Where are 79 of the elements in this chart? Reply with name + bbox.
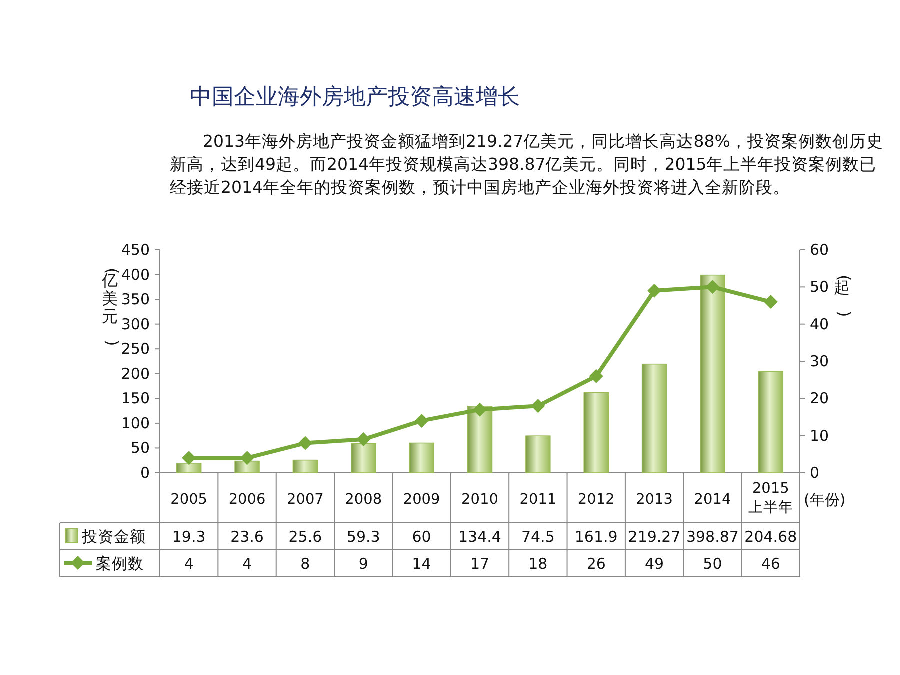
data-label: 46 [761,555,780,573]
x-tick-label: 2014 [694,492,732,508]
x-tick-label: 2010 [462,492,498,508]
point [764,295,778,310]
data-label: 19.3 [172,528,206,546]
bar [758,371,784,474]
y2-tick-label: 60 [810,241,830,259]
data-label: 219.27 [628,528,681,546]
x-tick-label: 2015上半年 [748,481,794,516]
data-label: 8 [300,555,310,573]
y2-tick-label: 20 [810,390,830,408]
point [648,284,662,298]
x-tick-label: 2013 [636,492,673,508]
y-tick-label: 400 [121,266,150,284]
data-label: 4 [184,555,194,573]
y-tick-label: 350 [121,290,150,309]
bar [584,392,609,474]
y2-tick-label: 50 [810,278,830,296]
bar [700,274,726,474]
data-label: 59.3 [346,528,380,546]
data-label: 18 [528,555,548,573]
legend-label: 案例数 [96,555,144,573]
y2-tick-label: 30 [810,352,830,370]
point [706,280,720,294]
bar [234,460,260,474]
x-tick-label: 2007 [287,492,324,508]
data-label: 26 [586,555,606,573]
point [298,436,312,450]
x-tick-label: 2012 [578,492,615,508]
data-label: 25.6 [288,528,322,546]
y-tick-label: 150 [121,390,150,408]
chart-title: 中国企业海外房地产投资高速增长 [190,84,520,112]
y-tick-label: 250 [121,340,150,358]
y-tick-label: 50 [130,439,150,458]
data-label: 398.87 [686,528,739,546]
chart-subtitle: 2013年海外房地产投资金额猛增到219.27亿美元，同比增长高达88%，投资案例数创历史新高，达到49起。而2014年投资规模高达398.87亿美元。同时，2015年上半年投资案例数已经接近2014年全年的投资案例数，预计中国房地产企业海外投资将进入全新阶段。 [170,131,884,199]
y-tick-label: 300 [121,315,150,334]
data-label: 9 [358,555,368,573]
data-label: 23.6 [230,528,264,546]
legend-label: 投资金额 [81,528,146,546]
data-label: 60 [412,528,432,546]
y2-tick-label: 0 [810,464,820,482]
y-tick-label: 100 [121,414,150,432]
y-tick-label: 450 [121,241,150,259]
bar [467,406,493,474]
y-axis-title: (亿美元) [101,268,122,346]
x-tick-label: 2011 [520,492,557,508]
y-tick-label: 0 [140,464,150,482]
data-label: 17 [470,555,490,573]
point [240,451,254,466]
y-tick-label: 200 [121,364,150,383]
data-label: 161.9 [574,528,618,546]
data-label: 50 [703,555,722,573]
bar [176,463,202,474]
x-tick-label: 2008 [345,492,382,508]
bar [351,443,376,474]
point [182,451,196,466]
bar [642,364,668,474]
point [414,414,429,428]
data-label: 204.68 [744,528,798,546]
x-tick-label: 2005 [170,492,208,508]
x-tick-label: 2006 [228,492,266,508]
bar [292,460,318,474]
bar [526,436,551,474]
x-tick-label: 2009 [403,492,440,508]
data-label: 14 [412,555,432,573]
point [473,402,487,417]
y2-tick-label: 10 [810,426,830,445]
bar [409,442,434,474]
y2-axis-title: (起) [834,275,854,318]
y2-tick-label: 40 [810,315,830,334]
data-label: 49 [645,555,664,573]
x-axis-title: (年份) [804,491,846,509]
point [356,432,371,447]
data-label: 74.5 [521,528,555,546]
point [531,399,546,414]
point [589,369,604,384]
data-label: 4 [242,555,252,573]
data-label: 134.4 [458,528,502,546]
